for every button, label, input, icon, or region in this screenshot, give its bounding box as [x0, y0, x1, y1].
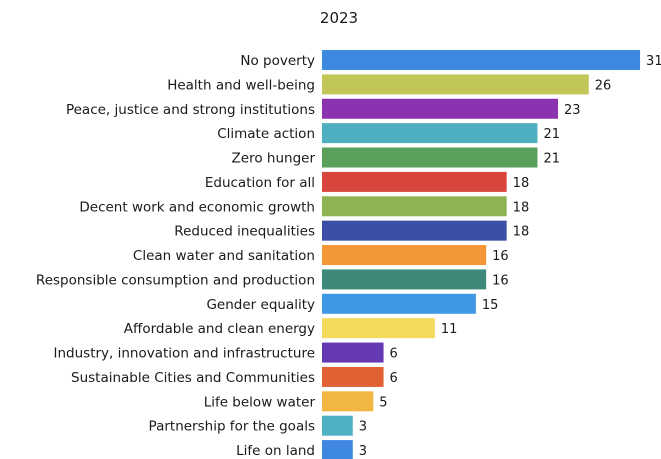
category-label: Peace, justice and strong institutions: [66, 102, 315, 118]
category-label: Sustainable Cities and Communities: [71, 370, 315, 386]
bar: [322, 391, 374, 412]
value-label: 26: [595, 78, 612, 93]
value-label: 21: [543, 152, 560, 167]
bar: [322, 171, 507, 192]
bar: [322, 220, 507, 241]
value-label: 3: [359, 420, 367, 435]
bar: [322, 147, 538, 168]
bar: [322, 293, 476, 314]
chart-title: 2023: [320, 9, 358, 27]
value-label: 18: [513, 225, 530, 240]
value-label: 31: [646, 54, 661, 69]
value-label: 16: [492, 249, 509, 264]
category-label: Life below water: [204, 394, 316, 410]
bar: [322, 196, 507, 217]
category-label: Clean water and sanitation: [133, 248, 315, 264]
category-label: Industry, innovation and infrastructure: [54, 346, 315, 362]
value-label: 18: [513, 176, 530, 191]
category-label: Gender equality: [206, 297, 315, 313]
category-label: Affordable and clean energy: [124, 321, 315, 337]
value-label: 15: [482, 298, 499, 313]
category-label: Decent work and economic growth: [79, 199, 315, 215]
value-label: 6: [390, 371, 398, 386]
category-label: Education for all: [205, 175, 315, 191]
value-label: 23: [564, 103, 581, 118]
value-label: 3: [359, 444, 367, 459]
value-label: 16: [492, 273, 509, 288]
bar: [322, 50, 641, 70]
category-label: Health and well-being: [167, 77, 315, 93]
category-label: Zero hunger: [232, 151, 316, 167]
bar: [322, 98, 558, 119]
bar: [322, 245, 487, 266]
category-label: Life on land: [236, 443, 315, 459]
value-label: 18: [513, 200, 530, 215]
value-label: 21: [543, 127, 560, 142]
bar: [322, 342, 384, 363]
bar: [322, 415, 353, 436]
value-label: 6: [390, 347, 398, 362]
bar: [322, 123, 538, 144]
bar: [322, 366, 384, 387]
category-label: Responsible consumption and production: [36, 272, 315, 288]
category-label: Partnership for the goals: [149, 419, 315, 435]
bar: [322, 269, 487, 290]
value-label: 11: [441, 322, 458, 337]
bar: [322, 440, 353, 459]
bar: [322, 74, 589, 95]
category-label: Reduced inequalities: [174, 224, 315, 240]
bars-group: No poverty 31 Health and well-being 26 Peace…: [36, 50, 661, 459]
category-label: No poverty: [240, 53, 315, 69]
category-label: Climate action: [217, 126, 315, 142]
bar: [322, 318, 435, 339]
value-label: 5: [379, 395, 387, 410]
